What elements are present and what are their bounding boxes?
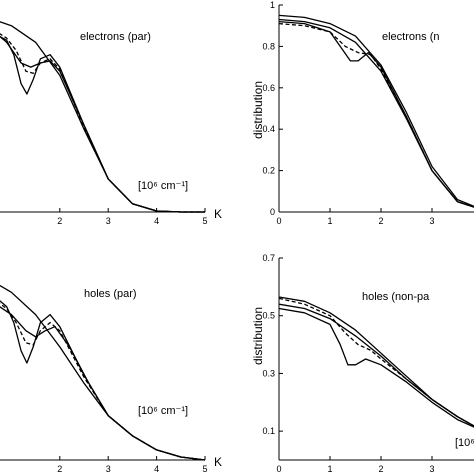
- x-tick-label: 0: [276, 216, 281, 226]
- series-line-4: [0, 33, 205, 213]
- y-tick-label: 0.3: [262, 368, 275, 378]
- y-tick-label: 0.8: [262, 41, 275, 51]
- panel-annotation: electrons (par): [80, 31, 151, 43]
- x-tick-label: 2: [57, 216, 62, 226]
- series-line-2: [0, 306, 206, 461]
- x-tick-label: 3: [106, 216, 111, 226]
- series-line-3: [278, 20, 474, 208]
- series-line-2: [278, 18, 474, 208]
- y-axis-title: distribution: [251, 307, 265, 365]
- panel-annotation: electrons (n: [382, 31, 439, 43]
- x-axis-title: K: [214, 207, 222, 221]
- y-tick-label: 0: [270, 207, 275, 217]
- x-tick-label: 4: [154, 464, 159, 474]
- panel-annotation: holes (par): [84, 288, 137, 300]
- x-tick-label: 3: [429, 464, 434, 474]
- series-line-4: [0, 302, 206, 461]
- series-line-4: [278, 22, 474, 208]
- y-tick-label: 0.4: [262, 124, 275, 134]
- x-tick-label: 2: [378, 216, 383, 226]
- unit-annotation: [10⁶: [455, 437, 474, 449]
- y-tick-label: 1: [270, 0, 275, 10]
- y-tick-label: 0.5: [262, 311, 275, 321]
- series-line-3: [278, 307, 474, 428]
- x-tick-label: 3: [429, 216, 434, 226]
- x-tick-label: 5: [202, 464, 207, 474]
- series-line-2: [278, 303, 474, 427]
- unit-annotation: [10⁶ cm⁻¹]: [138, 180, 188, 192]
- y-tick-label: 0.2: [262, 166, 275, 176]
- unit-annotation: [10⁶ cm⁻¹]: [138, 405, 188, 417]
- x-tick-label: 4: [154, 216, 159, 226]
- chart-panel-bottom-right: 0 1 2 3 0.1 0.3 0.5 0.7 distribution holes (non-p…: [251, 253, 474, 474]
- series-line-4: [278, 297, 474, 427]
- series-line-3: [0, 300, 206, 461]
- x-tick-label: 2: [57, 464, 62, 474]
- x-axis-title: K: [214, 455, 222, 469]
- y-tick-label: 0.6: [262, 83, 275, 93]
- x-tick-label: 1: [327, 216, 332, 226]
- y-tick-label: 0.1: [262, 426, 275, 436]
- x-tick-label: 1: [327, 464, 332, 474]
- panel-annotation: holes (non-pa: [362, 291, 430, 303]
- y-axis-title: distribution: [251, 81, 265, 139]
- x-tick-label: 5: [202, 216, 207, 226]
- chart-panel-top-right: 0 1 2 3 0 0.2 0.4 0.6 0.8 1 distribution electrons …: [251, 0, 474, 226]
- x-tick-label: 0: [276, 464, 281, 474]
- series-line-1: [278, 14, 474, 207]
- y-tick-label: 0.7: [262, 253, 275, 263]
- series-line-3: [0, 35, 205, 213]
- x-tick-label: 3: [106, 464, 111, 474]
- x-tick-label: 2: [378, 464, 383, 474]
